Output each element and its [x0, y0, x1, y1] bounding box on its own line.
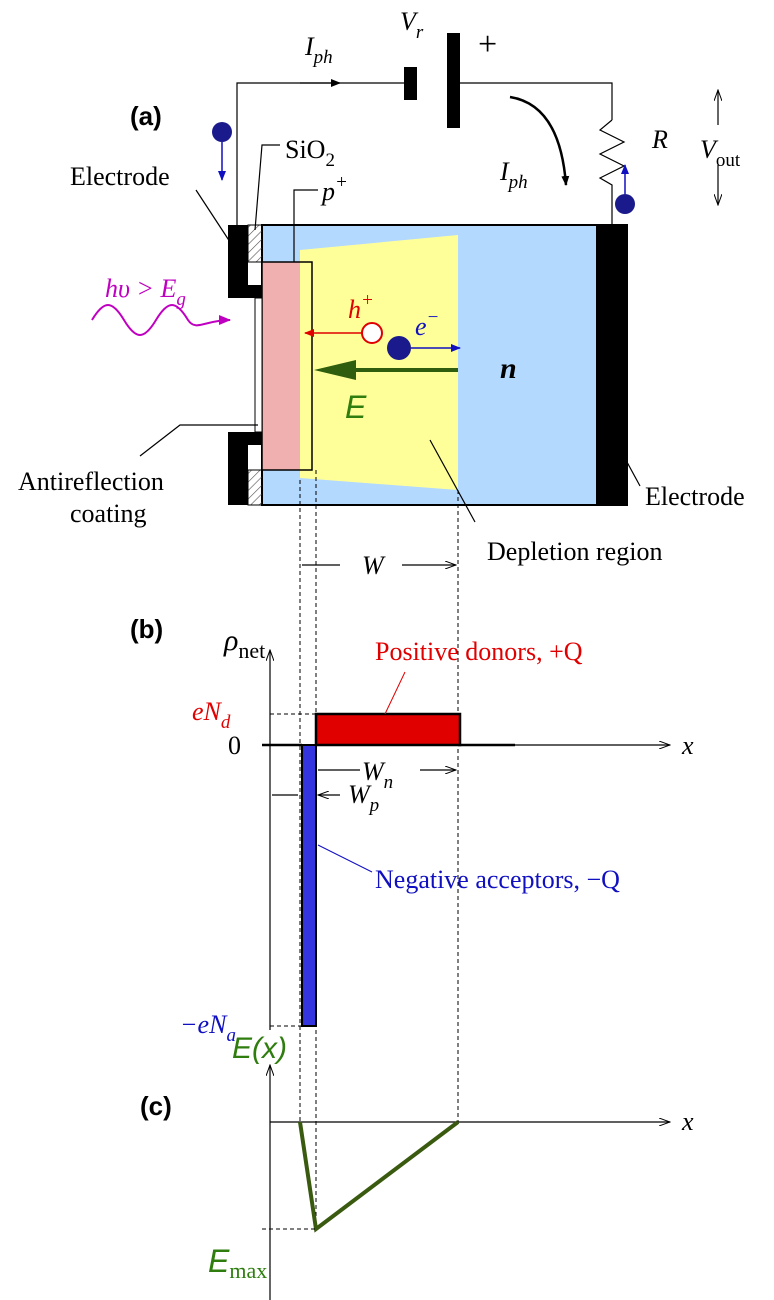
hole [362, 323, 382, 343]
battery-short-plate [404, 67, 417, 100]
label-part: h [348, 295, 361, 324]
leader-line [196, 190, 232, 245]
label-part: net [238, 638, 265, 663]
p-region [262, 262, 300, 470]
label-part: SiO [285, 135, 325, 164]
label-part: hυ > E [105, 274, 176, 303]
label-part: − [427, 307, 440, 328]
label-part: p [320, 177, 335, 206]
depletion-label: Depletion region [487, 537, 662, 566]
donor-charge [316, 714, 460, 745]
coating-label: Antireflection coating [18, 467, 164, 528]
label-part: p [368, 795, 380, 816]
label-part: W [348, 780, 372, 809]
electrode-label: Electrode [70, 162, 170, 191]
donor-level-label: eNd [192, 697, 231, 733]
label-part: max [229, 1258, 267, 1283]
oxide [248, 225, 262, 262]
guide-line [300, 470, 458, 1229]
acceptor-level-label: −eNa [180, 1010, 236, 1046]
page: {"panel_a": {"label": "(a)", "current_to… [0, 0, 774, 1300]
output-label: Vout [700, 135, 741, 171]
width-label: W [362, 551, 386, 580]
depletion-region [300, 235, 458, 490]
battery-label: Vr [400, 7, 424, 43]
label-part: r [416, 22, 424, 43]
label-part: d [221, 712, 231, 733]
electrode-label: Electrode [645, 482, 745, 511]
max-label: Emax [208, 1243, 267, 1283]
label-part: Antireflection [18, 467, 164, 496]
acceptors-label: Negative acceptors, −Q [375, 865, 620, 894]
diagram: (a) Iph Iph Vr + R Vout SiO2 Electrode p… [0, 0, 774, 1300]
oxide-label: SiO2 [285, 135, 335, 171]
current-label: Iph [304, 32, 333, 68]
leader-line [255, 145, 280, 230]
electron [387, 336, 411, 360]
y-axis-label: ρnet [223, 624, 265, 663]
n-label: n [500, 352, 517, 385]
p-label: p+ [320, 172, 348, 206]
acceptor-charge [302, 745, 316, 1026]
battery-long-plate [447, 33, 460, 128]
label-part: + [361, 290, 374, 311]
panel-label: (b) [130, 614, 163, 644]
label-part: ph [312, 47, 333, 68]
y-axis-label: E(x) [232, 1032, 287, 1065]
label-part: eN [192, 697, 223, 726]
x-axis-label: x [681, 731, 694, 760]
antireflection-coating [255, 298, 262, 432]
label-part: 2 [325, 150, 335, 171]
label-part: g [176, 289, 186, 310]
resistor-label: R [651, 125, 668, 154]
current-label: Iph [499, 157, 528, 193]
field-profile [300, 1122, 458, 1229]
photon [92, 305, 230, 335]
zero-label: 0 [228, 731, 241, 760]
panel-label: (a) [130, 101, 162, 131]
battery-plus: + [478, 26, 497, 63]
label-part: e [415, 312, 427, 341]
oxide [248, 470, 262, 505]
label-part: ρ [223, 624, 238, 657]
label-part: out [716, 150, 741, 171]
electron-circuit [615, 194, 635, 214]
leader-line [385, 672, 405, 714]
label-part: ph [507, 172, 528, 193]
donors-label: Positive donors, +Q [375, 637, 583, 666]
label-part: E [208, 1243, 230, 1279]
field-label: E [345, 389, 367, 425]
electron-circuit [212, 122, 232, 142]
leader-line [318, 845, 372, 872]
label-part: + [335, 172, 348, 193]
panel-label: (c) [140, 1091, 172, 1121]
label-part: −eN [180, 1010, 228, 1039]
electrode-right [596, 225, 627, 505]
x-axis-label: x [681, 1107, 694, 1136]
label-part: n [384, 772, 394, 793]
label-part: coating [70, 499, 147, 528]
